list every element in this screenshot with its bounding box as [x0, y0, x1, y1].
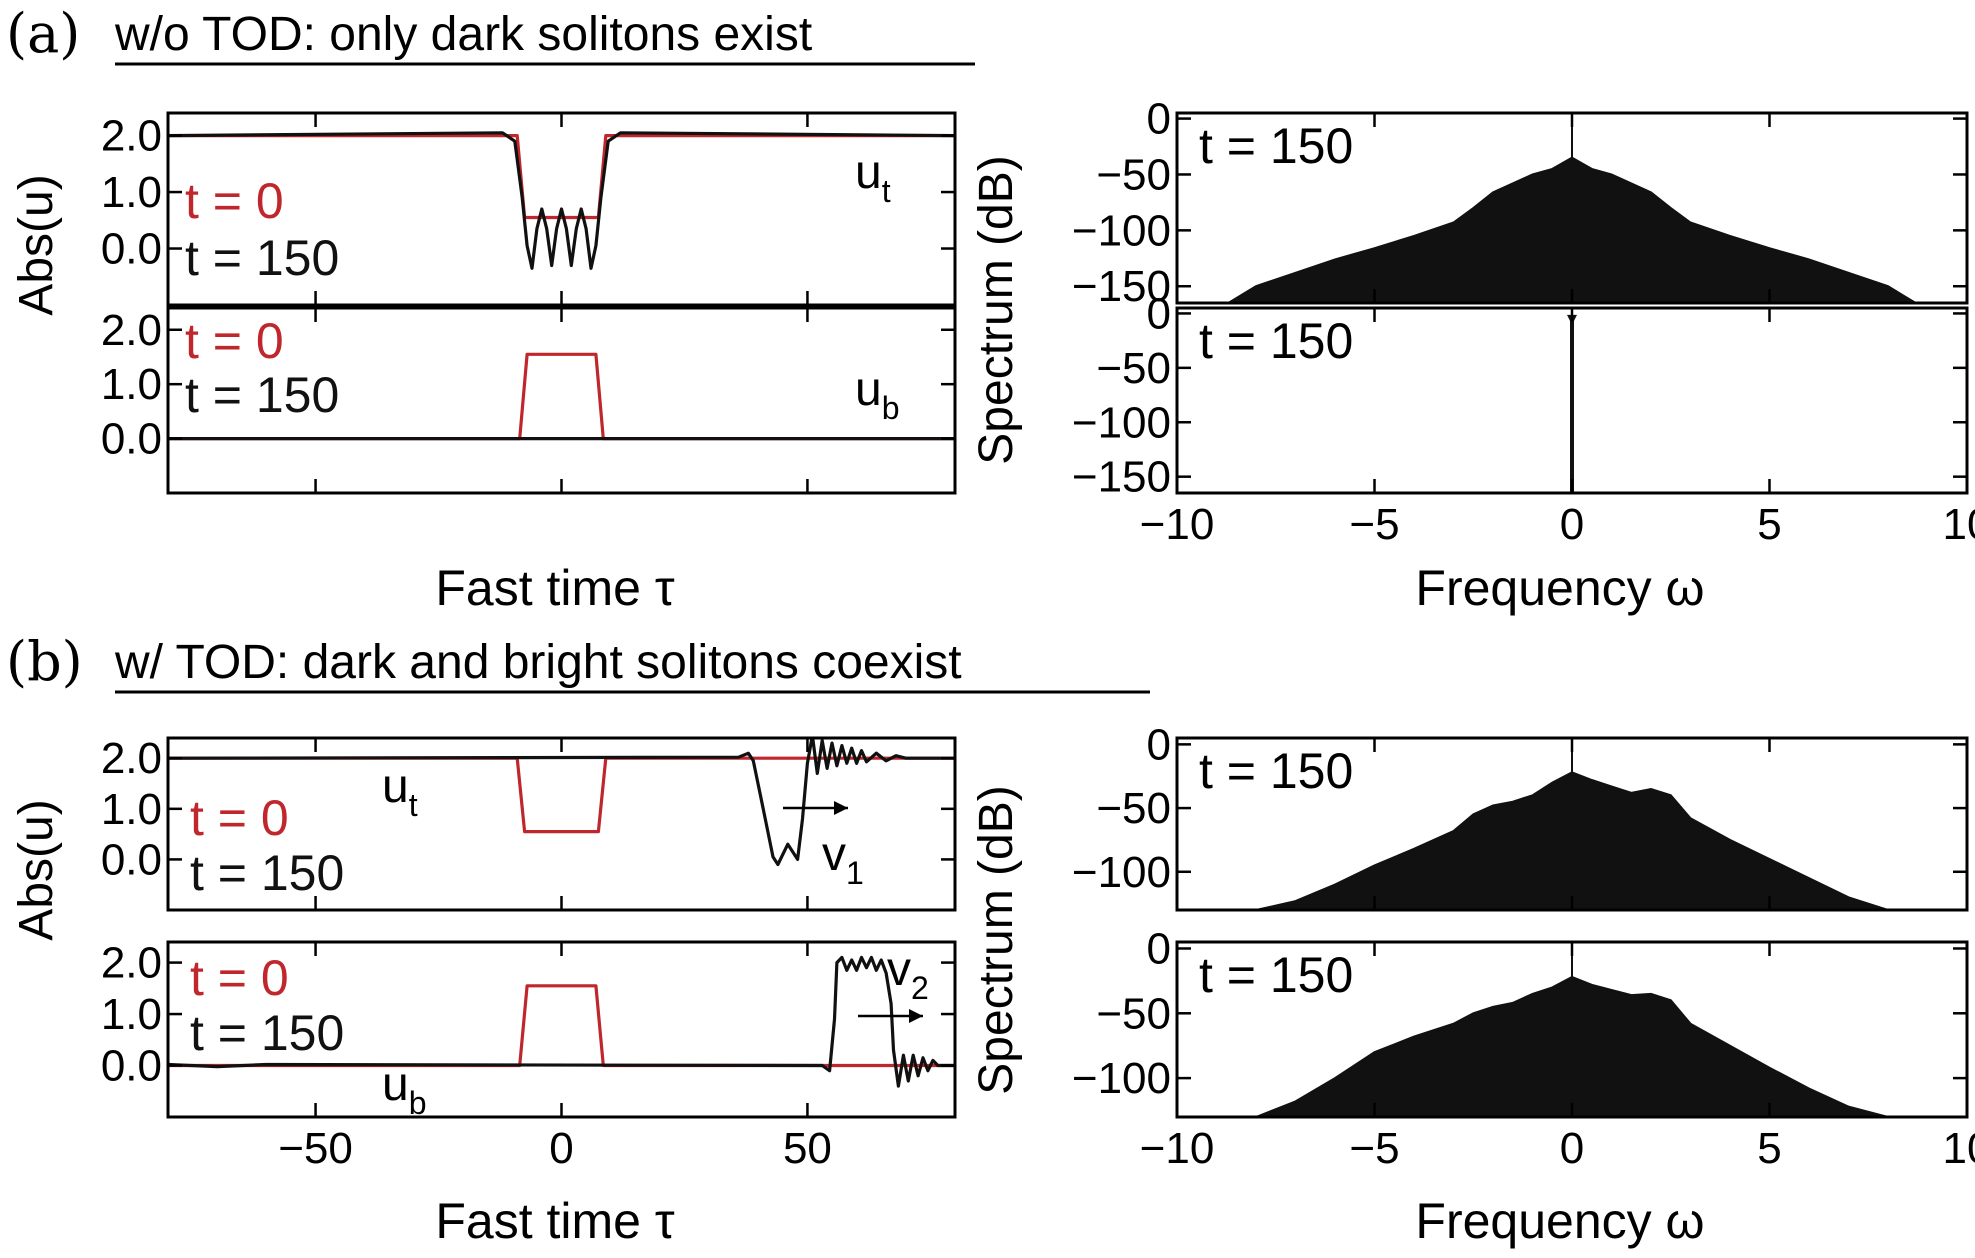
ytick-label: 1.0	[101, 785, 162, 834]
ytick-label: −50	[1096, 150, 1171, 199]
ytick-label: 1.0	[101, 168, 162, 217]
panel-b-title: w/ TOD: dark and bright solitons coexist	[114, 636, 962, 689]
spectrum-area	[1255, 771, 1889, 910]
ytick-label: 2.0	[101, 734, 162, 783]
ytick-label: 2.0	[101, 306, 162, 355]
ytick-label: 1.0	[101, 990, 162, 1039]
xtick-label: 0	[1560, 500, 1584, 549]
component-label: ut	[855, 146, 891, 209]
ytick-label: 2.0	[101, 112, 162, 161]
velocity-arrowhead	[909, 1009, 923, 1023]
chart-b_bottom_field: 0.01.02.0 −50 0 50 t = 0t = 150 ub v2	[101, 939, 957, 1173]
plot-area-a_bottom_field	[168, 352, 955, 441]
xtick-label: 10	[1943, 500, 1975, 549]
ytick-label: 0.0	[101, 1042, 162, 1091]
legend-t150: t = 150	[185, 367, 339, 423]
panel-b-spectrum-ylabel: Spectrum (dB)	[970, 785, 1023, 1094]
plot-area-b_top_spectrum	[1255, 750, 1889, 910]
ytick-label: 2.0	[101, 939, 162, 988]
xtick-label: 0	[1560, 1124, 1584, 1173]
ytick-label: −150	[1072, 262, 1171, 311]
ytick-label: −50	[1096, 344, 1171, 393]
ytick-label: −100	[1072, 848, 1171, 897]
xtick-label: −10	[1140, 1124, 1215, 1173]
plot-area-a_top_spectrum	[1226, 124, 1918, 303]
chart-a_bottom_spectrum: 0−50−100−150−10−50510t = 150	[1072, 289, 1975, 549]
spectrum-annotation: t = 150	[1199, 743, 1353, 799]
xtick-label: −10	[1140, 500, 1215, 549]
ytick-label: 0.0	[101, 415, 162, 464]
chart-b_top_spectrum: 0 −50 −100 t = 150	[1072, 720, 1969, 912]
component-label: ut	[382, 760, 418, 823]
panel-b-letter: (b)	[6, 630, 83, 693]
legend-t150: t = 150	[185, 230, 339, 286]
legend-t0: t = 0	[190, 790, 289, 846]
chart-a_top_field: 0.0 1.0 2.0 t = 0t = 150 ut	[101, 111, 957, 307]
ytick-label: −100	[1072, 1054, 1171, 1103]
spectrum-annotation: t = 150	[1199, 947, 1353, 1003]
velocity-label: v2	[887, 943, 929, 1006]
chart-a_top_spectrum: 0 −50 −100 −150 t = 150	[1072, 95, 1969, 311]
plot-area-a_bottom_spectrum	[1567, 314, 1577, 493]
panel-a-field-ylabel: Abs(u)	[10, 174, 63, 315]
panel-a-spectrum-xlabel: Frequency ω	[1415, 560, 1704, 616]
ytick-label: −50	[1096, 989, 1171, 1038]
series-line-t150	[168, 738, 955, 867]
chart-a_bottom_field: 0.0 1.0 2.0 t = 0t = 150 ub	[101, 306, 957, 495]
ytick-label: −150	[1072, 453, 1171, 502]
ytick-label: 0	[1147, 924, 1171, 973]
series-line-t150	[168, 955, 955, 1088]
ytick-label: 0	[1147, 289, 1171, 338]
legend-t150: t = 150	[190, 1005, 344, 1061]
component-label: ub	[855, 363, 900, 426]
panel-b-spectrum-xlabel: Frequency ω	[1415, 1193, 1704, 1249]
panel-a-letter: (a)	[6, 2, 80, 65]
ytick-label: 0.0	[101, 225, 162, 274]
velocity-label: v1	[822, 828, 864, 891]
component-label: ub	[382, 1058, 427, 1121]
ytick-label: −100	[1072, 206, 1171, 255]
legend-t0: t = 0	[190, 950, 289, 1006]
ytick-label: 0.0	[101, 835, 162, 884]
plot-area-b_top_field	[168, 738, 955, 867]
panel-b-field-ylabel: Abs(u)	[10, 799, 63, 940]
xtick-label: −50	[278, 1124, 353, 1173]
series-line-t0	[168, 134, 955, 220]
xtick-label: −5	[1349, 500, 1399, 549]
spectrum-area	[1255, 975, 1889, 1117]
ytick-label: −100	[1072, 398, 1171, 447]
velocity-arrowhead	[834, 801, 848, 815]
series-line-t150	[168, 131, 955, 270]
chart-b_bottom_spectrum: 0−50−100−10−50510t = 150	[1072, 924, 1975, 1173]
panel-a-title: w/o TOD: only dark solitons exist	[114, 8, 812, 61]
legend-t150: t = 150	[190, 845, 344, 901]
plot-area-a_top_field	[168, 131, 955, 270]
legend-t0: t = 0	[185, 173, 284, 229]
xtick-label: 0	[549, 1124, 573, 1173]
ytick-label: 0	[1147, 95, 1171, 144]
plot-area-b_bottom_field	[168, 955, 955, 1088]
spectrum-annotation: t = 150	[1199, 313, 1353, 369]
spectrum-annotation: t = 150	[1199, 118, 1353, 174]
spectrum-area	[1226, 156, 1918, 303]
xtick-label: 10	[1943, 1124, 1975, 1173]
legend-t0: t = 0	[185, 313, 284, 369]
panel-a-field-xlabel: Fast time τ	[435, 560, 674, 616]
xtick-label: 5	[1757, 500, 1781, 549]
panel-b-field-xlabel: Fast time τ	[435, 1193, 674, 1249]
chart-b_top_field: 0.01.02.0 t = 0t = 150 ut v1	[101, 734, 957, 912]
xtick-label: 50	[783, 1124, 832, 1173]
xtick-label: 5	[1757, 1124, 1781, 1173]
panel-a-spectrum-ylabel: Spectrum (dB)	[970, 155, 1023, 464]
xtick-label: −5	[1349, 1124, 1399, 1173]
ytick-label: 1.0	[101, 360, 162, 409]
ytick-label: 0	[1147, 720, 1171, 769]
ytick-label: −50	[1096, 784, 1171, 833]
plot-area-b_bottom_spectrum	[1255, 954, 1889, 1117]
